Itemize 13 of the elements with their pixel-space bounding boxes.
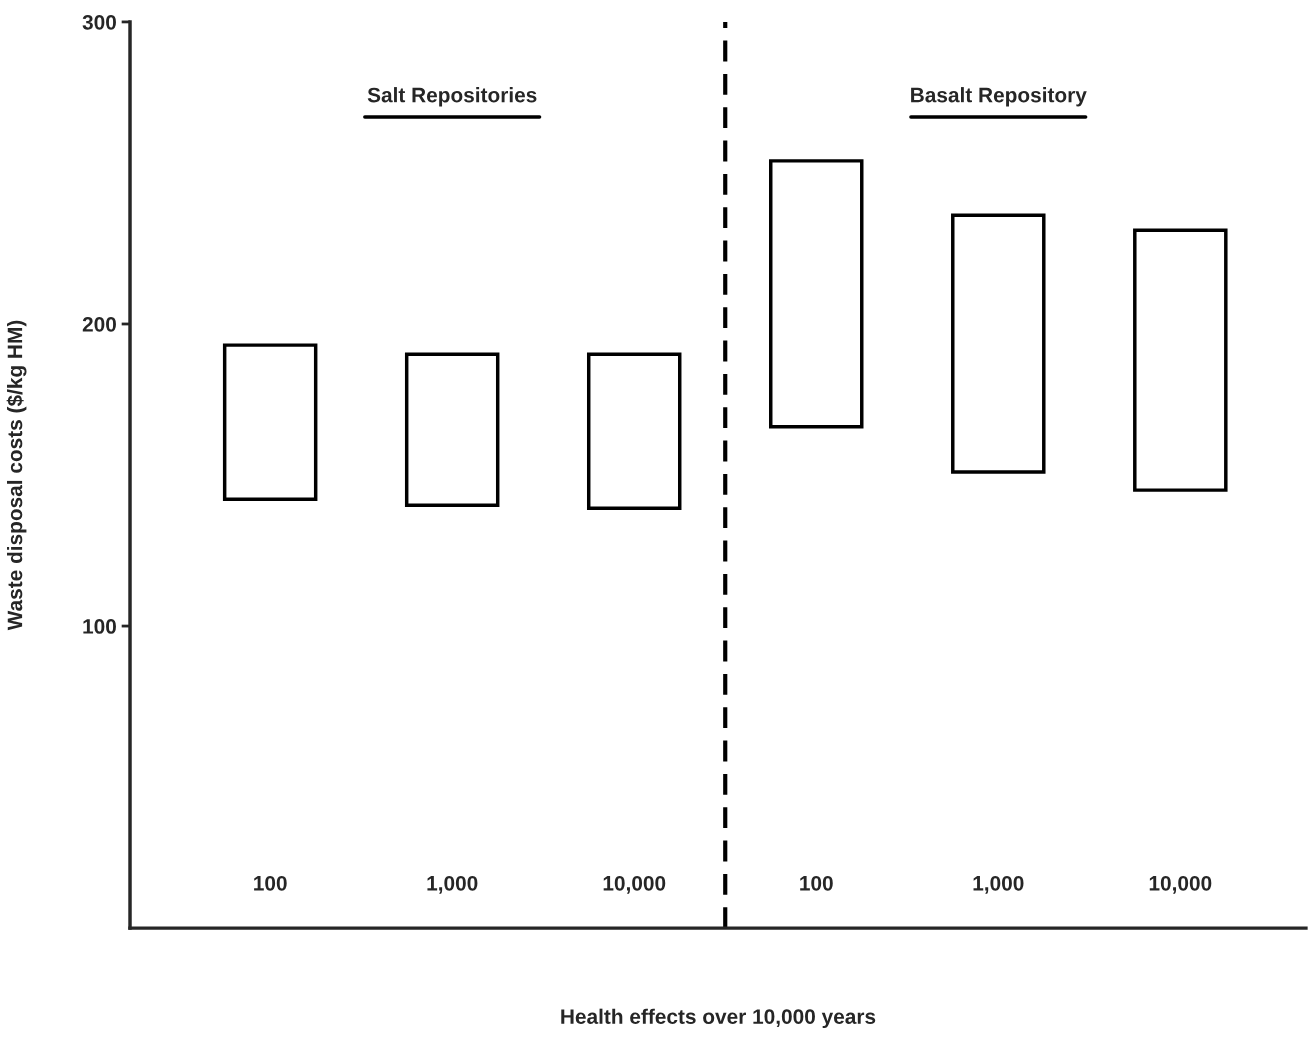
y-tick-label: 300 xyxy=(82,14,116,30)
y-axis-title: Waste disposal costs ($/kg HM) xyxy=(6,320,27,631)
x-tick-label: 10,000 xyxy=(603,875,666,894)
x-tick-label: 100 xyxy=(800,875,833,891)
x-tick-label: 100 xyxy=(254,875,287,891)
x-tick-label: 1,000 xyxy=(973,875,1024,894)
y-tick-label: 100 xyxy=(83,619,116,634)
x-tick-label: 10,000 xyxy=(1149,875,1212,894)
x-axis-title: Health effects over 10,000 years xyxy=(561,1008,876,1029)
annotation: Basalt Repository xyxy=(911,87,1087,107)
annotation: Salt Repositories xyxy=(367,87,537,107)
y-tick-label: 200 xyxy=(82,316,116,332)
x-tick-label: 1,000 xyxy=(427,875,478,894)
